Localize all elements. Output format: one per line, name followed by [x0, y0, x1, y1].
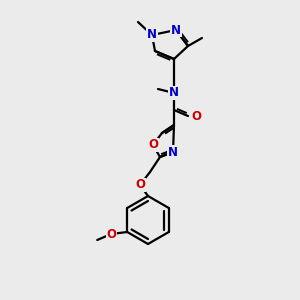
Text: O: O — [106, 227, 116, 241]
Text: N: N — [169, 86, 179, 100]
Text: N: N — [147, 28, 157, 41]
Text: O: O — [135, 178, 145, 191]
Text: O: O — [148, 139, 158, 152]
Text: N: N — [168, 146, 178, 158]
Text: N: N — [171, 23, 181, 37]
Text: O: O — [191, 110, 201, 122]
